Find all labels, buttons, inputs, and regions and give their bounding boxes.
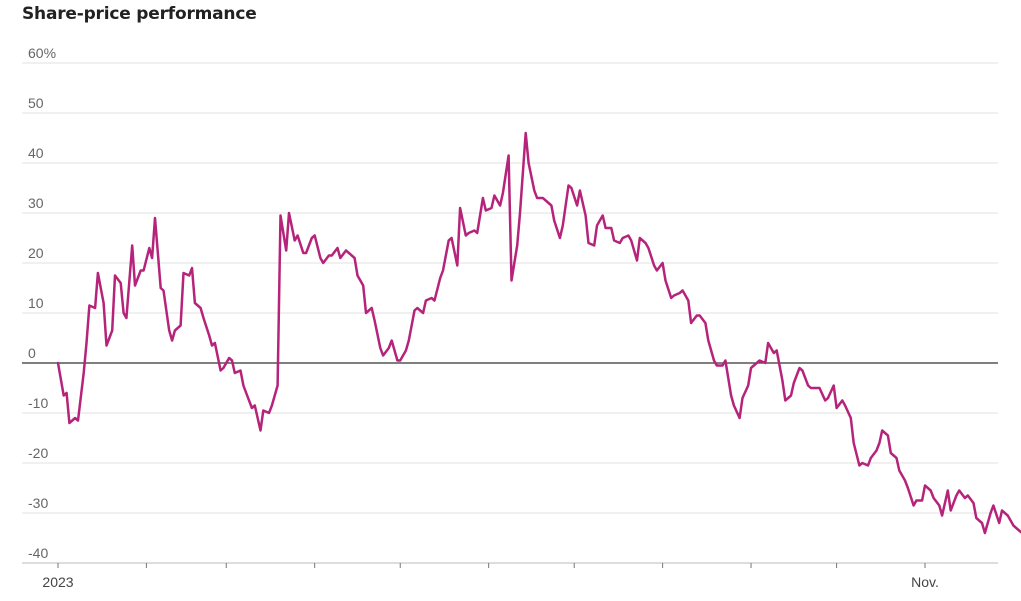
y-tick-label: -10 xyxy=(28,395,48,411)
y-axis-labels: 60% 50 40 30 20 10 0 -10 -20 -30 -40 xyxy=(28,45,56,561)
x-tick-label: Nov. xyxy=(911,574,939,590)
y-tick-label: 50 xyxy=(28,95,44,111)
series-layer xyxy=(56,131,1021,535)
y-tick-label: 30 xyxy=(28,195,44,211)
y-tick-label: 10 xyxy=(28,295,44,311)
y-tick-label: 20 xyxy=(28,245,44,261)
y-tick-label: -20 xyxy=(28,445,48,461)
y-tick-label: 40 xyxy=(28,145,44,161)
x-axis: 2023 Nov. xyxy=(42,563,939,590)
y-tick-label: -30 xyxy=(28,495,48,511)
gridlines xyxy=(22,62,998,564)
y-tick-label: 60% xyxy=(28,45,56,61)
chart-title: Share-price performance xyxy=(22,4,257,24)
x-tick-label: 2023 xyxy=(42,574,73,590)
y-tick-label: -40 xyxy=(28,545,48,561)
series-line xyxy=(56,131,1021,535)
y-tick-label: 0 xyxy=(28,345,36,361)
